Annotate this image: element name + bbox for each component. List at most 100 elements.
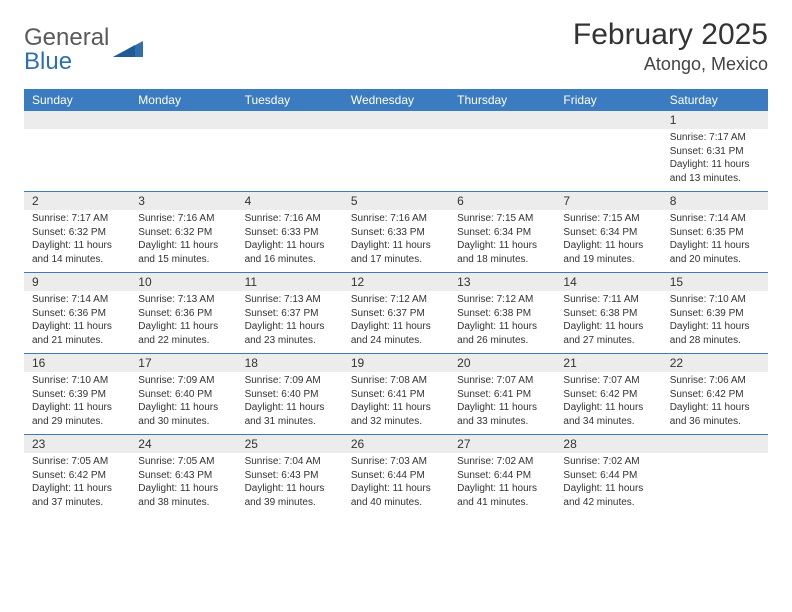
day-number: 8 [662, 192, 768, 210]
daylight-text-2: and 23 minutes. [245, 334, 335, 348]
logo-text-blue: Blue [24, 48, 72, 75]
header: General Blue February 2025 Atongo, Mexic… [24, 18, 768, 75]
sunrise-text: Sunrise: 7:02 AM [563, 455, 653, 469]
day-number: 19 [343, 354, 449, 372]
day-cell: Sunrise: 7:12 AMSunset: 6:38 PMDaylight:… [449, 291, 555, 353]
sunset-text: Sunset: 6:43 PM [245, 469, 335, 483]
day-number: 28 [555, 435, 661, 453]
daylight-text-1: Daylight: 11 hours [32, 320, 122, 334]
daylight-text-1: Daylight: 11 hours [563, 239, 653, 253]
daylight-text-1: Daylight: 11 hours [32, 482, 122, 496]
dayhead-mon: Monday [130, 89, 236, 111]
daylight-text-1: Daylight: 11 hours [670, 320, 760, 334]
day-cell: Sunrise: 7:15 AMSunset: 6:34 PMDaylight:… [449, 210, 555, 272]
cells-row: Sunrise: 7:17 AMSunset: 6:32 PMDaylight:… [24, 210, 768, 272]
daylight-text-1: Daylight: 11 hours [457, 239, 547, 253]
daylight-text-1: Daylight: 11 hours [138, 401, 228, 415]
daynum-row: 232425262728 [24, 435, 768, 453]
daylight-text-2: and 31 minutes. [245, 415, 335, 429]
daylight-text-2: and 26 minutes. [457, 334, 547, 348]
daylight-text-1: Daylight: 11 hours [563, 320, 653, 334]
day-number: 9 [24, 273, 130, 291]
sunrise-text: Sunrise: 7:09 AM [138, 374, 228, 388]
week-row: 9101112131415Sunrise: 7:14 AMSunset: 6:3… [24, 272, 768, 353]
sunrise-text: Sunrise: 7:03 AM [351, 455, 441, 469]
cells-row: Sunrise: 7:10 AMSunset: 6:39 PMDaylight:… [24, 372, 768, 434]
day-cell: Sunrise: 7:04 AMSunset: 6:43 PMDaylight:… [237, 453, 343, 515]
sunrise-text: Sunrise: 7:07 AM [563, 374, 653, 388]
daylight-text-2: and 41 minutes. [457, 496, 547, 510]
sunrise-text: Sunrise: 7:05 AM [32, 455, 122, 469]
daynum-row: 2345678 [24, 192, 768, 210]
daylight-text-1: Daylight: 11 hours [563, 482, 653, 496]
day-number: 10 [130, 273, 236, 291]
sunset-text: Sunset: 6:33 PM [245, 226, 335, 240]
daylight-text-1: Daylight: 11 hours [245, 239, 335, 253]
day-cell [130, 129, 236, 191]
day-number [449, 111, 555, 129]
daylight-text-1: Daylight: 11 hours [457, 482, 547, 496]
sunset-text: Sunset: 6:39 PM [670, 307, 760, 321]
day-cell [343, 129, 449, 191]
week-row: 16171819202122Sunrise: 7:10 AMSunset: 6:… [24, 353, 768, 434]
daylight-text-2: and 15 minutes. [138, 253, 228, 267]
sunrise-text: Sunrise: 7:06 AM [670, 374, 760, 388]
daylight-text-2: and 29 minutes. [32, 415, 122, 429]
daylight-text-1: Daylight: 11 hours [245, 482, 335, 496]
day-number [237, 111, 343, 129]
daylight-text-2: and 22 minutes. [138, 334, 228, 348]
daylight-text-2: and 33 minutes. [457, 415, 547, 429]
daylight-text-2: and 34 minutes. [563, 415, 653, 429]
day-cell [449, 129, 555, 191]
sunrise-text: Sunrise: 7:14 AM [670, 212, 760, 226]
sunrise-text: Sunrise: 7:17 AM [670, 131, 760, 145]
sunset-text: Sunset: 6:31 PM [670, 145, 760, 159]
page-title: February 2025 [573, 18, 768, 52]
day-cell: Sunrise: 7:14 AMSunset: 6:35 PMDaylight:… [662, 210, 768, 272]
sunrise-text: Sunrise: 7:05 AM [138, 455, 228, 469]
day-number: 5 [343, 192, 449, 210]
day-number: 6 [449, 192, 555, 210]
day-cell: Sunrise: 7:17 AMSunset: 6:32 PMDaylight:… [24, 210, 130, 272]
sunrise-text: Sunrise: 7:13 AM [138, 293, 228, 307]
sunset-text: Sunset: 6:44 PM [457, 469, 547, 483]
daylight-text-1: Daylight: 11 hours [245, 320, 335, 334]
daylight-text-1: Daylight: 11 hours [32, 401, 122, 415]
day-number: 23 [24, 435, 130, 453]
sunset-text: Sunset: 6:44 PM [351, 469, 441, 483]
day-cell: Sunrise: 7:14 AMSunset: 6:36 PMDaylight:… [24, 291, 130, 353]
page-subtitle: Atongo, Mexico [573, 54, 768, 75]
day-number: 17 [130, 354, 236, 372]
logo-text: General Blue [24, 26, 109, 74]
sunrise-text: Sunrise: 7:15 AM [563, 212, 653, 226]
day-number: 24 [130, 435, 236, 453]
day-number: 27 [449, 435, 555, 453]
day-number: 21 [555, 354, 661, 372]
day-cell [555, 129, 661, 191]
cells-row: Sunrise: 7:14 AMSunset: 6:36 PMDaylight:… [24, 291, 768, 353]
daylight-text-1: Daylight: 11 hours [351, 482, 441, 496]
sunrise-text: Sunrise: 7:12 AM [457, 293, 547, 307]
day-cell [24, 129, 130, 191]
daylight-text-2: and 38 minutes. [138, 496, 228, 510]
day-cell: Sunrise: 7:10 AMSunset: 6:39 PMDaylight:… [662, 291, 768, 353]
sunset-text: Sunset: 6:37 PM [245, 307, 335, 321]
day-cell [237, 129, 343, 191]
sunset-text: Sunset: 6:44 PM [563, 469, 653, 483]
day-cell: Sunrise: 7:10 AMSunset: 6:39 PMDaylight:… [24, 372, 130, 434]
daylight-text-1: Daylight: 11 hours [670, 239, 760, 253]
week-row: 232425262728Sunrise: 7:05 AMSunset: 6:42… [24, 434, 768, 515]
sunset-text: Sunset: 6:41 PM [457, 388, 547, 402]
day-number [662, 435, 768, 453]
sunrise-text: Sunrise: 7:09 AM [245, 374, 335, 388]
day-number: 25 [237, 435, 343, 453]
sunrise-text: Sunrise: 7:08 AM [351, 374, 441, 388]
daylight-text-2: and 16 minutes. [245, 253, 335, 267]
sunrise-text: Sunrise: 7:16 AM [351, 212, 441, 226]
sunrise-text: Sunrise: 7:10 AM [32, 374, 122, 388]
daylight-text-2: and 39 minutes. [245, 496, 335, 510]
sunrise-text: Sunrise: 7:15 AM [457, 212, 547, 226]
day-cell: Sunrise: 7:07 AMSunset: 6:41 PMDaylight:… [449, 372, 555, 434]
daylight-text-1: Daylight: 11 hours [457, 401, 547, 415]
day-cell: Sunrise: 7:03 AMSunset: 6:44 PMDaylight:… [343, 453, 449, 515]
